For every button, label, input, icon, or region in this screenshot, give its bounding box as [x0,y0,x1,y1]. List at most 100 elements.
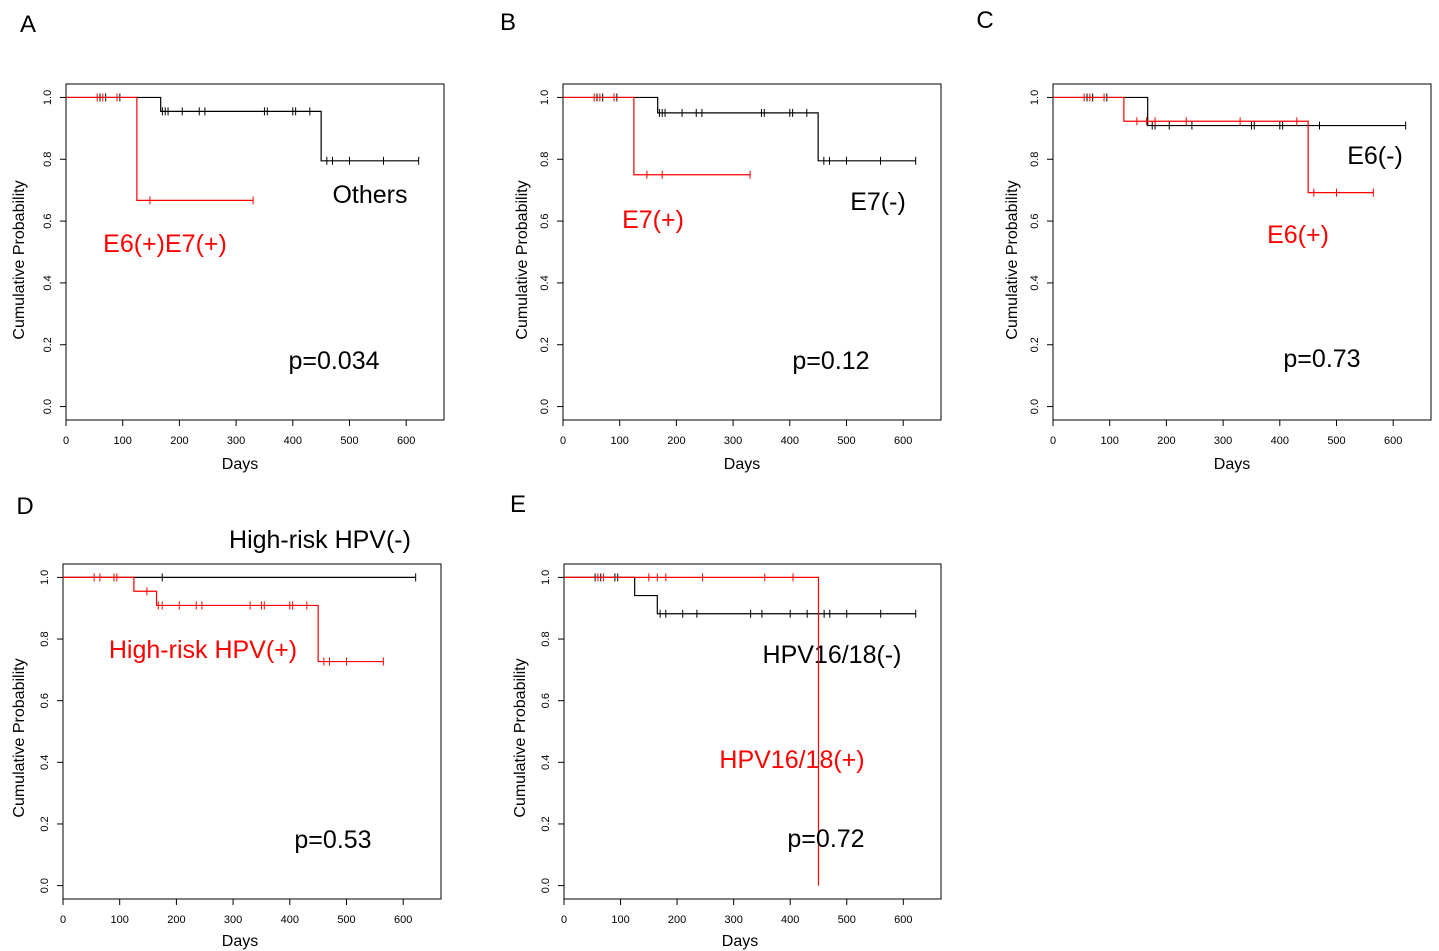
plot-frame [65,83,445,421]
x-tick-label: 0 [63,435,69,447]
y-tick-label: 0.0 [42,399,54,414]
x-tick-label: 0 [560,435,566,447]
survival-curve [563,96,916,162]
x-axis-label: Days [722,933,758,950]
y-tick-label: 0.4 [1029,275,1041,290]
panel-letter: C [976,7,993,34]
panel-e: E 0.0 0.2 0.4 0.6 0.8 1.0 0 100 200 300 400 500 600 Da… [510,491,942,950]
y-tick-label: 0.2 [540,816,552,831]
x-tick-label: 500 [1327,435,1345,447]
x-tick-label: 100 [114,435,132,447]
plot-frame [1052,83,1432,421]
survival-curve [1053,96,1374,194]
x-axis-label: Days [724,456,760,473]
survival-curve [564,576,820,886]
x-axis-label: Days [222,456,258,473]
y-tick-label: 0.0 [1029,399,1041,414]
plot-frame [563,563,942,900]
curve-label: HPV16/18(+) [719,746,864,774]
curve-label: E7(-) [850,188,906,216]
series-comparison [63,573,384,666]
panel-d: D 0.0 0.2 0.4 0.6 0.8 1.0 0 100 200 300 400 500 600 Da… [11,493,442,950]
x-tick-label: 500 [340,435,358,447]
y-tick-label: 0.4 [42,275,54,290]
survival-curve [63,576,384,663]
x-tick-label: 500 [337,914,355,926]
p-value: p=0.72 [787,825,864,853]
curve-label: HPV16/18(-) [763,641,902,669]
y-tick-label: 0.2 [42,337,54,352]
curve-label: E6(+) [1267,221,1329,249]
y-tick-label: 0.2 [539,337,551,352]
series-reference [66,93,420,165]
p-value: p=0.034 [288,347,379,375]
y-tick-label: 0.4 [540,755,552,770]
x-axis-label: Days [222,933,258,950]
series-comparison [563,93,751,179]
survival-curve [564,576,916,615]
y-tick-label: 0.6 [39,693,51,708]
x-axis-label: Days [1214,456,1250,473]
x-tick-label: 200 [170,435,188,447]
x-tick-label: 400 [1271,435,1289,447]
p-value: p=0.12 [792,347,869,375]
x-tick-label: 600 [894,914,912,926]
y-tick-label: 0.8 [42,152,54,167]
x-tick-label: 400 [781,435,799,447]
p-value: p=0.73 [1283,345,1360,373]
survival-curve [66,96,419,162]
y-tick-label: 0.0 [539,399,551,414]
y-tick-label: 0.4 [539,275,551,290]
series-reference [563,93,917,165]
x-tick-label: 300 [227,435,245,447]
panel-letter: E [510,491,526,518]
x-tick-label: 400 [781,914,799,926]
p-value: p=0.53 [294,826,371,854]
curve-label: Others [332,181,407,209]
survival-curve [563,96,751,176]
y-axis-label: Cumulative Probability [514,180,531,339]
x-tick-label: 0 [561,914,567,926]
y-tick-label: 0.0 [39,878,51,893]
x-tick-label: 200 [668,914,686,926]
y-tick-label: 0.8 [1029,152,1041,167]
y-axis-label: Cumulative Probability [11,180,28,339]
y-tick-label: 0.2 [1029,337,1041,352]
y-tick-label: 1.0 [42,90,54,105]
y-tick-label: 0.8 [540,631,552,646]
x-tick-label: 600 [397,435,415,447]
y-axis-label: Cumulative Probability [11,658,28,817]
x-tick-label: 300 [724,914,742,926]
x-tick-label: 300 [724,435,742,447]
series-reference [564,573,917,618]
x-tick-label: 200 [167,914,185,926]
plot-frame [562,83,942,421]
panel-letter: B [500,9,516,36]
panel-c: C 0.0 0.2 0.4 0.6 0.8 1.0 0 100 200 300 400 500 600 Da… [976,7,1432,473]
x-tick-label: 500 [838,914,856,926]
x-tick-label: 0 [60,914,66,926]
x-tick-label: 100 [1101,435,1119,447]
x-tick-label: 400 [284,435,302,447]
y-tick-label: 1.0 [39,570,51,585]
curve-label: E6(-) [1347,142,1403,170]
x-tick-label: 300 [224,914,242,926]
x-tick-label: 100 [611,914,629,926]
x-tick-label: 0 [1050,435,1056,447]
x-tick-label: 600 [1384,435,1402,447]
x-tick-label: 300 [1214,435,1232,447]
series-reference [1053,93,1407,130]
panel-letter: D [16,493,33,520]
y-tick-label: 1.0 [1029,90,1041,105]
panel-letter: A [20,11,36,38]
curve-label: E7(+) [622,206,684,234]
x-tick-label: 200 [1157,435,1175,447]
y-tick-label: 0.2 [39,816,51,831]
x-tick-label: 400 [281,914,299,926]
y-tick-label: 0.0 [540,878,552,893]
x-tick-label: 200 [667,435,685,447]
series-comparison [564,573,820,886]
y-tick-label: 0.6 [1029,213,1041,228]
x-tick-label: 500 [837,435,855,447]
